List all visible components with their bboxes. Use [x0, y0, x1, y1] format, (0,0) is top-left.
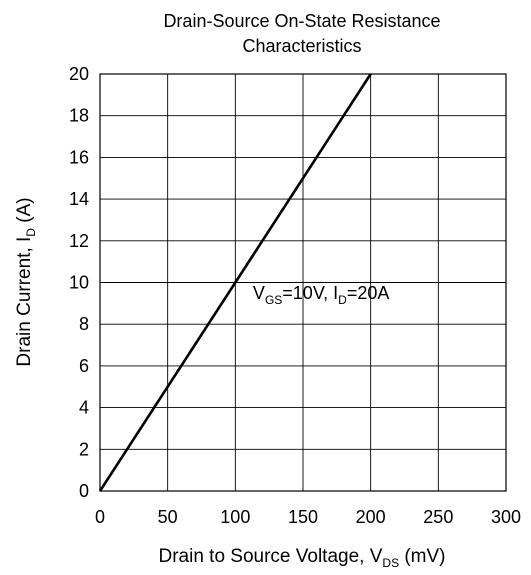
x-tick-label: 50 — [158, 507, 178, 527]
annotation: VGS=10V, ID=20A — [253, 283, 389, 307]
y-tick-label: 2 — [79, 439, 89, 459]
annotation-v: V — [253, 283, 265, 303]
x-axis-label: Drain to Source Voltage, VDS (mV) — [158, 546, 445, 570]
y-tick-label: 14 — [69, 189, 89, 209]
y-tick-label: 8 — [79, 314, 89, 334]
y-tick-label: 0 — [79, 481, 89, 501]
y-axis-label-main: Drain Current, I — [14, 237, 35, 367]
annotation-end: =20A — [347, 283, 390, 303]
y-tick-label: 4 — [79, 398, 89, 418]
annotation-i-sub: D — [338, 293, 347, 307]
y-axis-label: Drain Current, ID (A) — [14, 197, 38, 366]
x-tick-label: 100 — [220, 507, 250, 527]
x-tick-label: 300 — [491, 507, 521, 527]
y-tick-label: 6 — [79, 356, 89, 376]
x-tick-label: 0 — [95, 507, 105, 527]
x-tick-label: 150 — [288, 507, 318, 527]
y-tick-labels: 0 2 4 6 8 10 12 14 16 18 20 — [69, 64, 89, 501]
y-axis-label-sub: D — [24, 228, 38, 237]
annotation-mid: =10V, I — [282, 283, 338, 303]
y-tick-label: 10 — [69, 273, 89, 293]
series-line — [98, 73, 372, 492]
series-group — [98, 73, 372, 492]
x-axis-label-unit: (mV) — [399, 546, 445, 567]
y-tick-label: 16 — [69, 147, 89, 167]
annotation-v-sub: GS — [265, 293, 282, 307]
grid — [100, 74, 506, 491]
chart-title-line2: Characteristics — [242, 36, 361, 56]
y-tick-label: 20 — [69, 64, 89, 84]
x-tick-labels: 0 50 100 150 200 250 300 — [95, 507, 521, 527]
y-tick-label: 18 — [69, 106, 89, 126]
x-tick-label: 250 — [423, 507, 453, 527]
x-tick-label: 200 — [356, 507, 386, 527]
y-axis-label-unit: (A) — [14, 197, 35, 228]
x-axis-label-sub: DS — [382, 556, 399, 570]
x-axis-label-main: Drain to Source Voltage, V — [158, 546, 382, 567]
y-tick-label: 12 — [69, 231, 89, 251]
plot-frame — [99, 73, 507, 492]
chart-title-line1: Drain-Source On-State Resistance — [163, 11, 440, 31]
